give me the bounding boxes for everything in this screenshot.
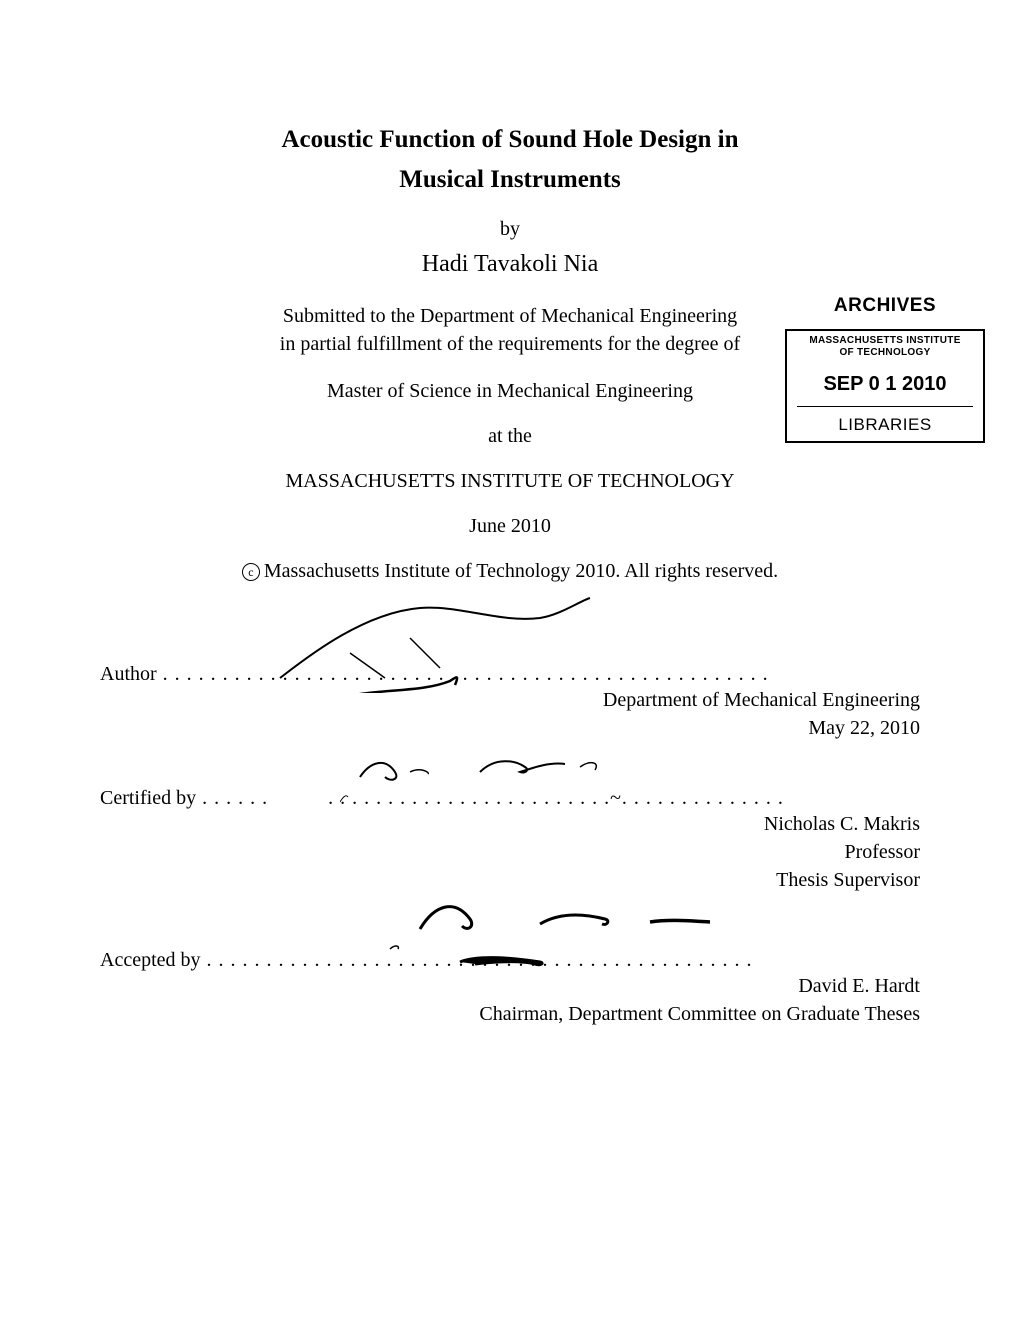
title: Acoustic Function of Sound Hole Design i…: [100, 120, 920, 200]
accepted-title: Chairman, Department Committee on Gradua…: [100, 1000, 920, 1028]
accepted-signature-block: Accepted by . . . . . . . . . . . . . . …: [100, 949, 920, 1028]
certified-dots: . . . . . . . . . . . . . . . . . . . . …: [196, 787, 784, 809]
copyright-text: Massachusetts Institute of Technology 20…: [264, 560, 778, 582]
supervisor-title-1: Professor: [100, 838, 920, 866]
accepted-dots: . . . . . . . . . . . . . . . . . . . . …: [201, 949, 753, 971]
stamp-box: MASSACHUSETTS INSTITUTE OF TECHNOLOGY SE…: [785, 329, 985, 443]
copyright-line: cMassachusetts Institute of Technology 2…: [100, 560, 920, 583]
submitted-line-2: in partial fulfillment of the requiremen…: [280, 333, 740, 355]
submitted-line-1: Submitted to the Department of Mechanica…: [283, 305, 737, 327]
author-date: May 22, 2010: [100, 714, 920, 742]
library-stamp: ARCHIVES MASSACHUSETTS INSTITUTE OF TECH…: [785, 295, 985, 443]
author-signature-block: Author . . . . . . . . . . . . . . . . .…: [100, 663, 920, 742]
stamp-date: SEP 0 1 2010: [797, 363, 973, 407]
accepted-name: David E. Hardt: [100, 972, 920, 1000]
author-dots: . . . . . . . . . . . . . . . . . . . . …: [157, 663, 769, 685]
supervisor-name: Nicholas C. Makris: [100, 810, 920, 838]
by-label: by: [100, 218, 920, 241]
stamp-institution: MASSACHUSETTS INSTITUTE OF TECHNOLOGY: [791, 335, 979, 359]
date-line: June 2010: [100, 515, 920, 538]
supervisor-title-2: Thesis Supervisor: [100, 866, 920, 894]
author-name: Hadi Tavakoli Nia: [100, 251, 920, 278]
certified-signature-block: Certified by . . . . . . . . . . . . . .…: [100, 787, 920, 894]
accepted-label: Accepted by: [100, 949, 201, 972]
title-line-1: Acoustic Function of Sound Hole Design i…: [281, 126, 738, 153]
stamp-libraries: LIBRARIES: [791, 411, 979, 435]
certified-label: Certified by: [100, 787, 196, 810]
archives-label: ARCHIVES: [785, 295, 985, 317]
institution-line: MASSACHUSETTS INSTITUTE OF TECHNOLOGY: [100, 470, 920, 493]
copyright-icon: c: [242, 563, 260, 581]
author-dept: Department of Mechanical Engineering: [100, 686, 920, 714]
title-line-2: Musical Instruments: [399, 166, 621, 193]
author-label: Author: [100, 663, 157, 686]
